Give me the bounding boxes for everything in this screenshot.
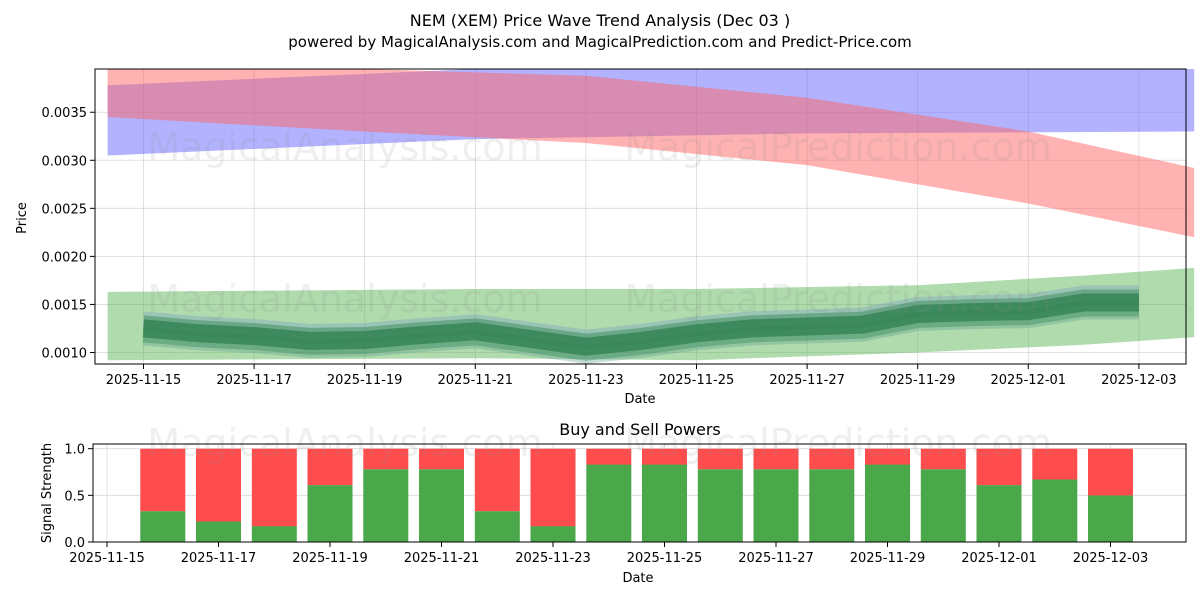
price-y-tick-label: 0.0020	[42, 250, 88, 265]
buy-bar	[920, 469, 966, 542]
price-y-tick-label: 0.0025	[42, 202, 88, 217]
buy-bar	[642, 464, 687, 542]
buy-bar	[419, 469, 464, 542]
sell-bar	[809, 448, 855, 470]
sell-bar	[140, 448, 186, 512]
buy-bar	[976, 485, 1022, 542]
power-x-tick-label: 2025-11-21	[404, 551, 480, 566]
power-chart: Buy and Sell Powers MagicalAnalysis.com …	[40, 420, 1187, 586]
price-y-tick-label: 0.0010	[42, 346, 88, 361]
power-bars	[140, 448, 1133, 542]
buy-bar	[196, 521, 241, 542]
buy-bar	[251, 526, 297, 542]
power-y-tick-label: 1.0	[64, 443, 85, 458]
sell-bar	[1088, 448, 1133, 496]
sell-bar	[251, 448, 297, 527]
price-y-axis-label: Price	[15, 202, 30, 234]
price-y-tick-label: 0.0015	[42, 298, 88, 313]
price-x-tick-label: 2025-11-19	[327, 373, 403, 388]
sell-bar	[363, 448, 409, 470]
price-x-tick-label: 2025-11-27	[769, 373, 845, 388]
power-x-tick-label: 2025-12-03	[1073, 551, 1149, 566]
chart-title: NEM (XEM) Price Wave Trend Analysis (Dec…	[410, 11, 790, 30]
power-x-tick-label: 2025-11-23	[515, 551, 591, 566]
buy-bar	[753, 469, 799, 542]
price-x-tick-label: 2025-11-25	[659, 373, 735, 388]
price-y-tick-label: 0.0035	[42, 106, 88, 121]
price-x-tick-label: 2025-11-29	[880, 373, 956, 388]
price-line-group	[142, 285, 1139, 364]
buy-bar	[1032, 479, 1078, 542]
price-x-tick-label: 2025-12-03	[1101, 373, 1177, 388]
watermark-analysis-top: MagicalAnalysis.com	[147, 125, 542, 169]
watermark-prediction-mid: MagicalPrediction.com	[624, 277, 1052, 321]
watermark-analysis-mid: MagicalAnalysis.com	[147, 277, 542, 321]
price-wave-line-layer	[142, 305, 1139, 364]
sell-bar	[697, 448, 743, 470]
buy-bar	[865, 464, 910, 542]
price-x-ticks: 2025-11-15 2025-11-17 2025-11-19 2025-11-21…	[106, 364, 1177, 388]
red-downward-wave-band	[107, 69, 1195, 238]
sell-bar	[586, 448, 632, 465]
power-y-tick-label: 0.0	[64, 536, 85, 551]
sell-bar	[419, 448, 464, 470]
buy-bar	[809, 469, 855, 542]
power-x-tick-label: 2025-11-19	[292, 551, 368, 566]
price-x-tick-label: 2025-11-23	[548, 373, 624, 388]
power-y-tick-label: 0.5	[64, 489, 85, 504]
price-wave-line-layer	[142, 293, 1139, 356]
buy-bar	[474, 511, 520, 542]
price-y-tick-label: 0.0030	[42, 154, 88, 169]
power-x-tick-label: 2025-12-01	[961, 551, 1037, 566]
power-watermarks: MagicalAnalysis.com MagicalPrediction.co…	[147, 421, 1051, 465]
power-x-tick-label: 2025-11-27	[738, 551, 814, 566]
price-x-tick-label: 2025-11-21	[438, 373, 514, 388]
power-x-tick-label: 2025-11-29	[850, 551, 926, 566]
sell-bar	[642, 448, 687, 465]
buy-bar	[586, 464, 632, 542]
sell-bar	[753, 448, 799, 470]
sell-bar	[976, 448, 1022, 486]
watermark-prediction-bottom: MagicalPrediction.com	[624, 421, 1052, 465]
power-y-ticks: 0.0 0.5 1.0	[64, 443, 93, 551]
price-watermarks: MagicalAnalysis.com MagicalPrediction.co…	[147, 125, 1051, 321]
buy-bar	[530, 526, 576, 542]
price-chart: MagicalAnalysis.com MagicalPrediction.co…	[15, 68, 1195, 407]
power-chart-title: Buy and Sell Powers	[559, 420, 721, 439]
buy-bar	[697, 469, 743, 542]
watermark-prediction-top: MagicalPrediction.com	[624, 125, 1052, 169]
sell-bar	[865, 448, 910, 465]
buy-bar	[363, 469, 409, 542]
chart-subtitle: powered by MagicalAnalysis.com and Magic…	[288, 33, 912, 51]
sell-bar	[1032, 448, 1078, 480]
price-x-tick-label: 2025-11-17	[216, 373, 292, 388]
sell-bar	[196, 448, 241, 522]
sell-bar	[307, 448, 353, 486]
price-x-tick-label: 2025-11-15	[106, 373, 182, 388]
price-plot-frame	[94, 68, 1187, 365]
price-y-ticks: 0.0010 0.0015 0.0020 0.0025 0.0030 0.0035	[42, 106, 95, 361]
power-x-axis-label: Date	[622, 571, 653, 586]
buy-bar	[307, 485, 353, 542]
sell-bar	[530, 448, 576, 527]
buy-bar	[140, 511, 186, 542]
buy-bar	[1088, 495, 1133, 542]
price-x-tick-label: 2025-12-01	[991, 373, 1067, 388]
power-x-tick-label: 2025-11-17	[181, 551, 257, 566]
price-x-axis-label: Date	[624, 392, 655, 407]
power-x-tick-label: 2025-11-25	[627, 551, 703, 566]
power-x-tick-label: 2025-11-15	[69, 551, 145, 566]
sell-bar	[920, 448, 966, 470]
sell-bar	[474, 448, 520, 512]
watermark-analysis-bottom: MagicalAnalysis.com	[147, 421, 542, 465]
power-y-axis-label: Signal Strength	[40, 443, 55, 543]
power-plot-frame	[92, 443, 1187, 543]
power-x-ticks: 2025-11-15 2025-11-17 2025-11-19 2025-11-21…	[69, 542, 1148, 566]
